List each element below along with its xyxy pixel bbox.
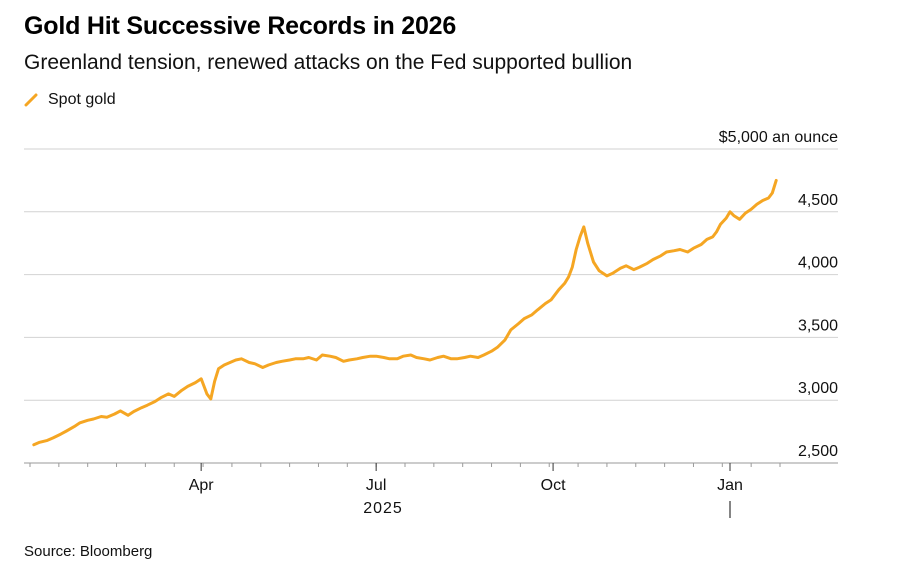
x-tick-label: Apr	[189, 477, 215, 494]
y-tick-label: 4,000	[798, 255, 838, 272]
y-tick-label: 3,000	[798, 380, 838, 397]
legend-label: Spot gold	[48, 91, 116, 108]
spot-gold-line	[32, 178, 778, 447]
chart-subtitle: Greenland tension, renewed attacks on th…	[24, 51, 633, 74]
x-tick-label: Jul	[366, 477, 386, 494]
x-tick-label: Jan	[717, 477, 743, 494]
y-tick-label: 2,500	[798, 443, 838, 460]
y-tick-label: 3,500	[798, 317, 838, 334]
y-tick-label: 4,500	[798, 192, 838, 209]
legend: Spot gold	[24, 91, 116, 109]
y-tick-label: $5,000 an ounce	[719, 129, 838, 146]
year-label: 2025	[363, 500, 403, 517]
legend-swatch-icon	[24, 93, 38, 107]
chart-title: Gold Hit Successive Records in 2026	[24, 12, 457, 40]
x-tick-label: Oct	[541, 477, 566, 494]
source-note: Source: Bloomberg	[24, 543, 153, 560]
line-chart: 2,500 3,000 3,500 4,000 4,500 $5,000 an ounce…	[24, 129, 838, 518]
